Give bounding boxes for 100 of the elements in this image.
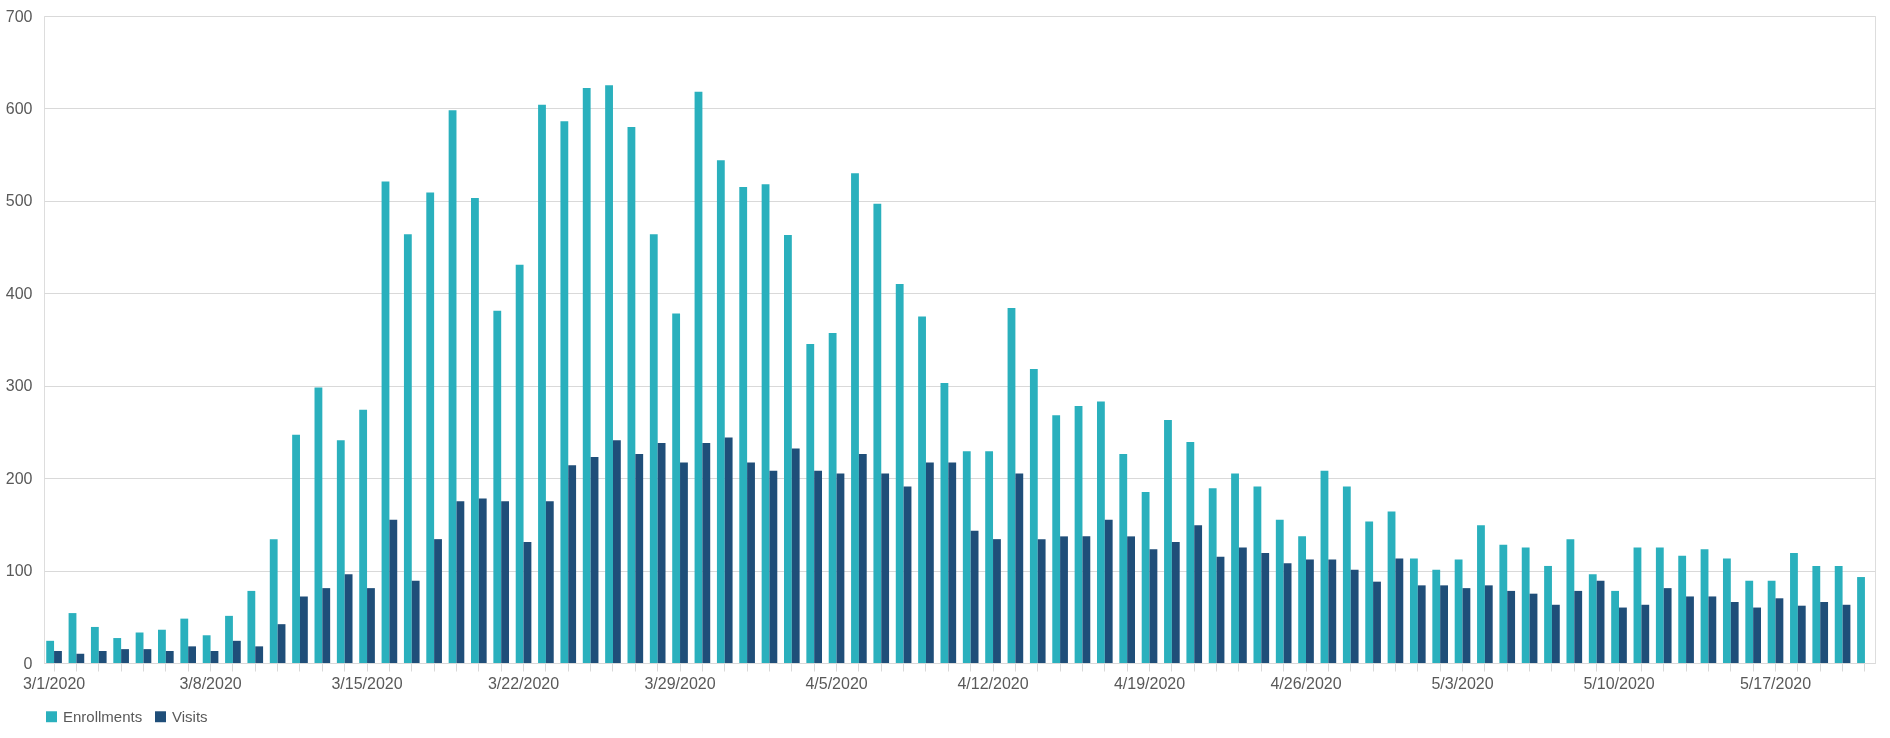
bar — [1029, 369, 1038, 663]
x-tick-label: 4/5/2020 — [805, 674, 868, 692]
bar — [858, 454, 867, 663]
x-tick-label: 3/22/2020 — [487, 674, 560, 692]
bar — [180, 618, 189, 663]
bar — [747, 462, 755, 663]
bar — [1440, 585, 1448, 663]
bar — [702, 443, 711, 663]
bar — [1171, 541, 1180, 663]
bar — [1462, 588, 1471, 663]
bar — [1231, 473, 1239, 663]
bar — [322, 588, 331, 663]
bar — [367, 588, 375, 663]
bar — [98, 650, 107, 663]
legend-label: Enrollments — [63, 707, 143, 725]
bar — [828, 333, 837, 663]
bar — [1797, 605, 1806, 663]
bar — [90, 626, 99, 663]
bar — [784, 235, 792, 663]
bar — [1655, 547, 1664, 663]
bar — [1238, 547, 1247, 663]
bar — [1686, 596, 1694, 663]
bar — [188, 646, 197, 663]
bar — [1820, 602, 1829, 663]
y-tick-label: 500 — [5, 192, 33, 210]
bar — [791, 448, 800, 663]
bar — [292, 434, 300, 663]
bar — [456, 501, 465, 663]
bar — [1015, 473, 1024, 663]
bar — [873, 203, 882, 663]
bar — [403, 234, 412, 663]
x-tick-label: 5/17/2020 — [1739, 674, 1812, 692]
bar — [970, 530, 979, 663]
bar — [1678, 555, 1687, 663]
bar — [1790, 553, 1798, 663]
bar — [1551, 604, 1560, 663]
bar — [344, 574, 353, 663]
y-tick-label: 400 — [5, 284, 33, 302]
x-tick-label: 4/19/2020 — [1113, 674, 1186, 692]
bar — [113, 638, 122, 663]
bar — [1753, 607, 1761, 663]
bar — [269, 539, 278, 663]
bar — [1350, 569, 1359, 663]
bar — [143, 649, 152, 663]
bar — [46, 640, 55, 663]
bar — [1342, 486, 1351, 663]
bar — [232, 640, 241, 663]
bar — [1812, 565, 1821, 663]
bar — [680, 462, 688, 663]
bar — [605, 85, 613, 663]
bar — [918, 316, 926, 663]
bar — [1767, 580, 1776, 663]
bar — [1409, 558, 1418, 663]
bar — [135, 632, 144, 663]
bar — [1387, 511, 1396, 663]
bar — [903, 486, 912, 663]
bar — [672, 313, 681, 663]
bar — [1306, 559, 1314, 663]
bar — [1164, 419, 1172, 663]
bar — [1127, 536, 1135, 663]
bar — [1373, 581, 1381, 663]
bar — [1432, 569, 1441, 663]
bar — [1060, 536, 1068, 663]
bar — [277, 624, 286, 663]
y-tick-label: 600 — [5, 99, 33, 117]
bar — [359, 409, 368, 663]
bar — [724, 437, 733, 663]
y-tick-label: 100 — [5, 562, 33, 580]
bar — [1477, 525, 1485, 663]
bar — [1119, 454, 1128, 663]
bar — [1454, 559, 1463, 663]
bar — [225, 615, 233, 663]
bar — [948, 462, 957, 663]
bar — [1633, 547, 1642, 663]
bar — [925, 462, 934, 663]
bar — [1700, 549, 1709, 663]
bar — [1104, 519, 1113, 663]
bar — [1395, 558, 1404, 663]
bar — [121, 649, 129, 663]
bar — [538, 104, 546, 663]
bar — [54, 650, 62, 663]
bar — [716, 160, 725, 663]
bar — [1521, 547, 1530, 663]
bar — [336, 440, 345, 663]
bar — [1141, 492, 1150, 663]
bar — [1730, 602, 1739, 663]
x-tick-label: 3/15/2020 — [331, 674, 403, 692]
bar — [1194, 525, 1203, 663]
bar — [1082, 536, 1091, 663]
bar — [1588, 574, 1597, 663]
bar — [1641, 604, 1650, 663]
bar — [1499, 544, 1508, 663]
bar — [1298, 536, 1307, 663]
y-tick-label: 200 — [5, 469, 33, 487]
bar — [202, 635, 211, 663]
bar — [471, 198, 479, 663]
bar — [1275, 519, 1284, 663]
bar — [1484, 585, 1493, 663]
bar — [657, 443, 666, 663]
bar — [1507, 590, 1516, 663]
